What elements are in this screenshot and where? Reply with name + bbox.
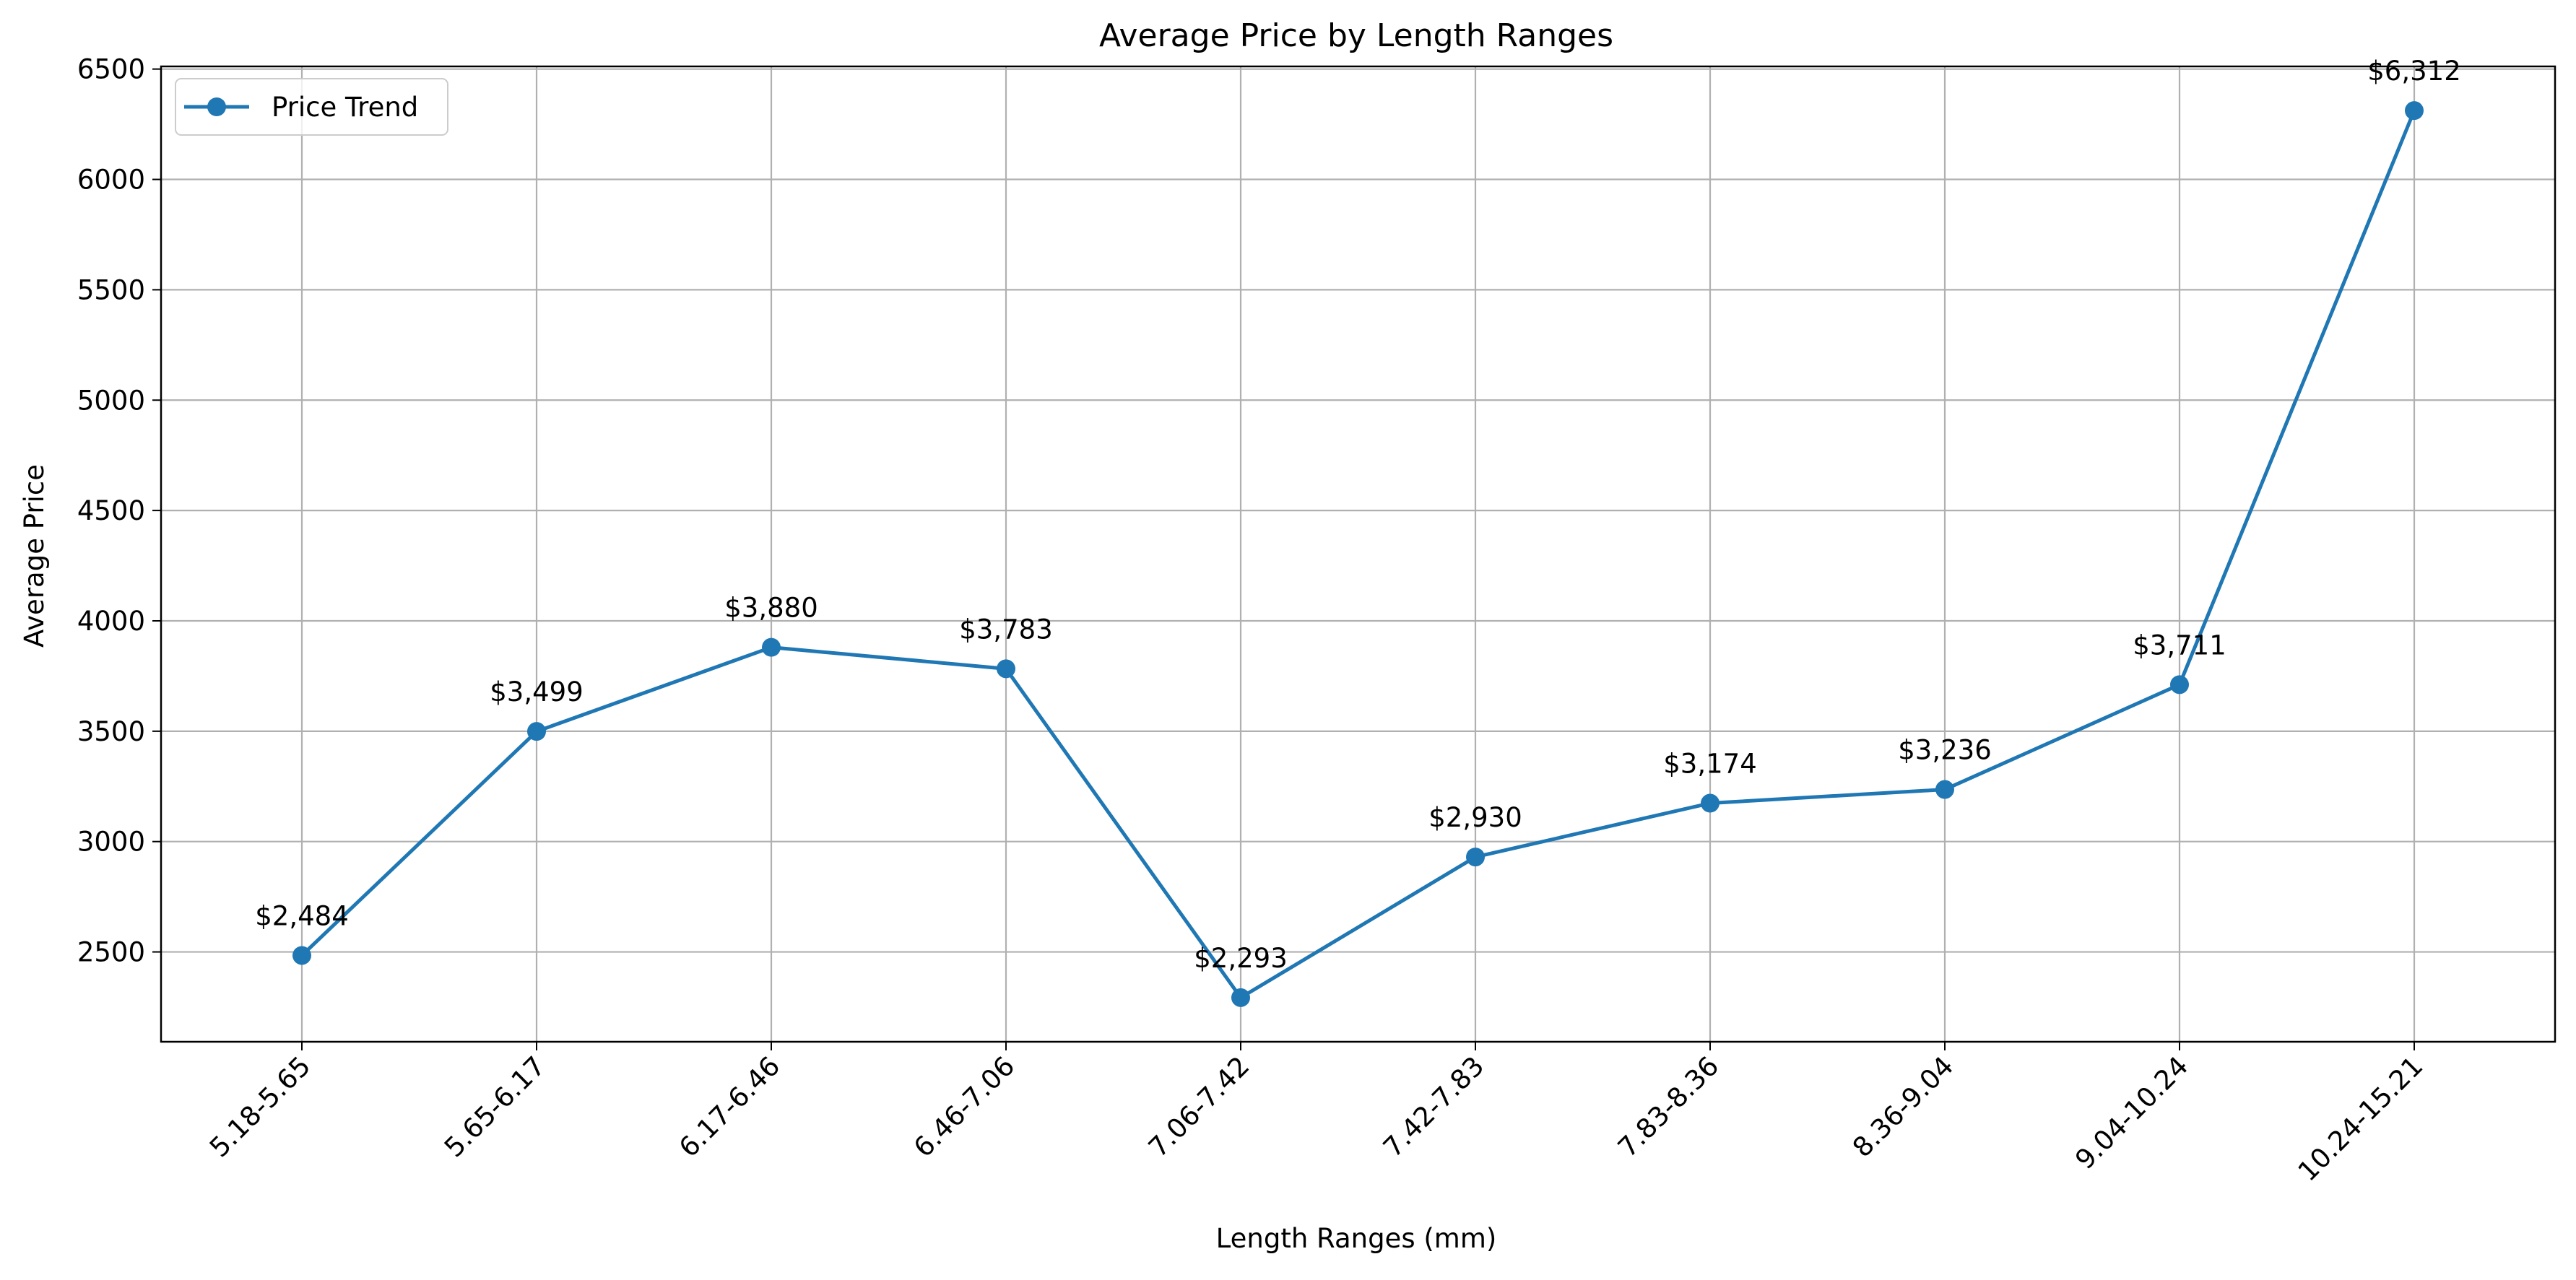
x-tick-label: 9.04-10.24	[2069, 1050, 2194, 1175]
legend: Price Trend	[175, 78, 448, 136]
data-point	[997, 659, 1015, 679]
data-label: $6,312	[2367, 56, 2460, 87]
series-line-price-trend	[300, 110, 2416, 1000]
data-label: $3,174	[1663, 749, 1756, 780]
x-tick-label: 6.46-7.06	[908, 1050, 1020, 1163]
y-tick-label: 5500	[77, 274, 145, 305]
y-axis-label: Average Price	[19, 464, 50, 648]
data-point	[762, 637, 781, 657]
y-tick-label: 4500	[77, 495, 145, 526]
x-tick-label: 6.17-6.46	[673, 1050, 786, 1163]
y-tick-label: 3500	[77, 716, 145, 747]
data-point	[527, 722, 546, 741]
x-tick-label: 10.24-15.21	[2292, 1050, 2429, 1188]
x-tick-label: 7.42-7.83	[1377, 1050, 1490, 1163]
series-layer	[292, 101, 2424, 1007]
data-label: $3,711	[2133, 630, 2226, 661]
x-tick-label: 8.36-9.04	[1847, 1050, 1959, 1163]
plot-frame	[160, 65, 2557, 1043]
y-tick-label: 2500	[77, 937, 145, 968]
data-label: $2,293	[1194, 943, 1287, 974]
data-point	[292, 946, 311, 965]
data-point	[2170, 675, 2189, 695]
x-tick-label: 7.83-8.36	[1612, 1050, 1725, 1163]
grid	[161, 66, 2555, 1042]
data-label: $2,484	[255, 900, 348, 931]
data-point	[1466, 848, 1485, 867]
legend-marker-swatch	[207, 97, 226, 116]
data-point	[1935, 780, 1954, 799]
legend-label-price-trend: Price Trend	[272, 92, 418, 123]
x-tick-label: 5.18-5.65	[204, 1050, 316, 1163]
x-tick-label: 7.06-7.42	[1142, 1050, 1255, 1163]
x-axis-label: Length Ranges (mm)	[1216, 1223, 1497, 1254]
data-point	[1701, 793, 1719, 813]
y-tick-label: 4000	[77, 606, 145, 637]
data-label: $2,930	[1428, 802, 1522, 833]
y-tick-label: 3000	[77, 827, 145, 858]
data-point	[2405, 101, 2424, 121]
legend-box	[175, 78, 448, 136]
chart-title: Average Price by Length Ranges	[1099, 17, 1613, 54]
data-label: $3,499	[490, 676, 583, 708]
y-tick-label: 6500	[77, 54, 145, 85]
y-tick-label: 5000	[77, 385, 145, 416]
data-label: $3,783	[959, 614, 1052, 645]
data-labels: $2,484 $3,499 $3,880 $3,783 $2,293 $2,930 $3,1…	[255, 56, 2460, 974]
data-label: $3,880	[724, 593, 818, 624]
x-tick-label: 5.65-6.17	[438, 1050, 551, 1163]
data-point	[1231, 988, 1250, 1007]
y-tick-label: 6000	[77, 165, 145, 196]
data-label: $3,236	[1898, 735, 1991, 766]
